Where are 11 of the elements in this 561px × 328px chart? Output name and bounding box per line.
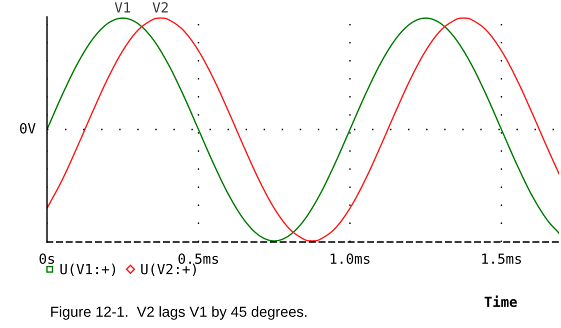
x-tick-label: 0s bbox=[40, 253, 54, 264]
x-tick-label: 0.5ms bbox=[178, 253, 218, 264]
ref-line-label: 0V bbox=[20, 123, 36, 134]
legend-label: U(V1:+) bbox=[60, 264, 116, 276]
x-axis-title: Time bbox=[484, 296, 517, 308]
text: Figure 12-1. V2 lags V1 by 45 degrees. bbox=[51, 306, 306, 320]
x-tick-label: 1.0ms bbox=[330, 253, 370, 264]
x-tick-label: 1.5ms bbox=[482, 254, 521, 264]
annotation: V2 bbox=[152, 2, 168, 12]
annotation: V1 bbox=[114, 2, 130, 12]
legend-label: U(V2:+) bbox=[141, 264, 196, 276]
